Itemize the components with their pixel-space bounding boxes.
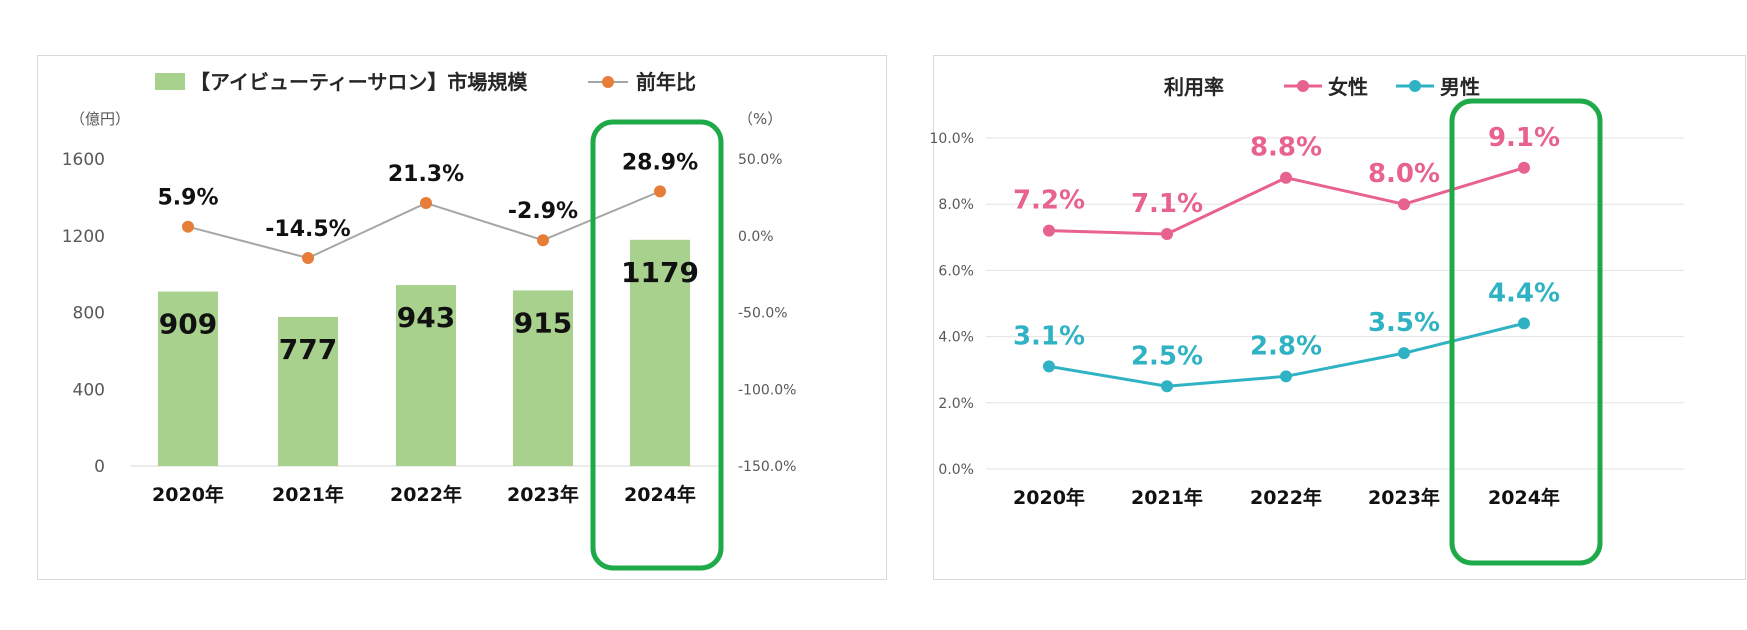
x-axis-tick: 2022年 — [390, 483, 462, 506]
series-marker — [1398, 347, 1410, 360]
series-marker — [1280, 171, 1292, 184]
series-value-label: 2.5% — [1131, 341, 1203, 371]
y-axis-tick: 10.0% — [930, 131, 974, 147]
right-axis-tick: -150.0% — [738, 459, 796, 475]
legend-marker-0 — [1297, 80, 1309, 92]
series-marker — [1161, 227, 1173, 240]
x-axis-tick: 2020年 — [1013, 486, 1085, 509]
series-marker — [1043, 224, 1055, 237]
left-axis-unit: （億円） — [70, 110, 130, 128]
series-value-label: 3.1% — [1013, 321, 1085, 351]
right-axis-tick: -100.0% — [738, 382, 796, 398]
yoy-value-label: 5.9% — [157, 186, 218, 211]
bar-value-label: 777 — [279, 333, 337, 366]
yoy-marker — [537, 234, 549, 247]
legend: 利用率 女性 男性 — [1164, 75, 1480, 99]
series-marker — [1518, 161, 1530, 174]
bar-2021年 — [278, 316, 338, 466]
yoy-value-label: 28.9% — [622, 150, 698, 175]
highlight-2024-frame — [590, 119, 724, 571]
bar-2024年 — [630, 239, 690, 466]
series-marker — [1280, 370, 1292, 383]
legend-marker-yoy — [602, 76, 614, 88]
legend-title: 利用率 — [1164, 75, 1224, 99]
right-axis-unit: （%） — [738, 110, 782, 128]
series-marker — [1398, 198, 1410, 211]
left-axis-tick: 400 — [73, 380, 105, 400]
x-axis-tick: 2023年 — [1368, 486, 1440, 509]
left-axis-tick: 800 — [73, 304, 105, 324]
series-marker — [1161, 380, 1173, 393]
bar-2020年 — [158, 291, 218, 466]
yoy-marker — [420, 197, 432, 210]
right-axis-tick: 0.0% — [738, 229, 774, 245]
series-marker — [1518, 317, 1530, 330]
right-axis-tick: -50.0% — [738, 306, 788, 322]
yoy-value-label: -14.5% — [265, 217, 350, 242]
y-axis-tick: 2.0% — [938, 396, 974, 412]
yoy-marker — [182, 220, 194, 233]
left-axis-tick: 0 — [94, 457, 105, 477]
bar-value-label: 1179 — [621, 256, 699, 289]
market-size-chart: 【アイビューティーサロン】市場規模 前年比 （億円） （%） 0 400 800 1200 16… — [62, 70, 796, 571]
yoy-value-label: 21.3% — [388, 162, 464, 187]
x-axis-tick: 2020年 — [152, 483, 224, 506]
legend-label-1: 男性 — [1440, 75, 1480, 99]
series-value-label: 7.2% — [1013, 186, 1085, 216]
series-value-label: 7.1% — [1131, 189, 1203, 219]
series-marker — [1043, 360, 1055, 373]
bar-value-label: 915 — [514, 306, 572, 339]
x-axis-tick: 2022年 — [1250, 486, 1322, 509]
legend-label-market-size: 【アイビューティーサロン】市場規模 — [190, 70, 528, 94]
series-value-label: 9.1% — [1488, 123, 1560, 153]
series-value-label: 4.4% — [1488, 278, 1560, 308]
left-axis-tick: 1200 — [62, 227, 105, 247]
x-axis-tick: 2021年 — [1131, 486, 1203, 509]
y-axis-tick: 4.0% — [938, 330, 974, 346]
bar-value-label: 909 — [159, 308, 217, 341]
bar-2023年 — [513, 290, 573, 466]
legend-label-yoy: 前年比 — [636, 70, 696, 94]
usage-rate-chart: 利用率 女性 男性 0.0% 2.0% 4.0% 6.0% 8.0% 10.0% 7.2% 7.1%… — [930, 75, 1684, 566]
series-value-label: 3.5% — [1368, 308, 1440, 338]
legend-label-0: 女性 — [1328, 75, 1368, 99]
usage-rate-chart-panel: 利用率 女性 男性 0.0% 2.0% 4.0% 6.0% 8.0% 10.0% 7.2% 7.1%… — [930, 55, 1746, 580]
right-axis-tick: 50.0% — [738, 152, 782, 168]
bar-value-label: 943 — [397, 301, 455, 334]
x-axis-tick: 2023年 — [507, 483, 579, 506]
legend-marker-1 — [1409, 80, 1421, 92]
series-value-label: 8.8% — [1250, 133, 1322, 163]
legend-swatch-market-size — [155, 73, 185, 90]
highlight-2024-frame — [1449, 98, 1603, 566]
market-size-chart-panel: 【アイビューティーサロン】市場規模 前年比 （億円） （%） 0 400 800 1200 16… — [37, 55, 887, 580]
series-value-label: 8.0% — [1368, 159, 1440, 189]
y-axis-tick: 8.0% — [938, 197, 974, 213]
y-axis-tick: 6.0% — [938, 263, 974, 279]
y-axis-tick: 0.0% — [938, 462, 974, 478]
bar-2022年 — [396, 285, 456, 466]
x-axis-tick: 2021年 — [272, 483, 344, 506]
yoy-value-label: -2.9% — [508, 199, 578, 224]
x-axis-tick: 2024年 — [624, 483, 696, 506]
x-axis-tick: 2024年 — [1488, 486, 1560, 509]
left-axis-tick: 1600 — [62, 150, 105, 170]
yoy-marker — [654, 185, 666, 198]
yoy-marker — [302, 252, 314, 265]
series-value-label: 2.8% — [1250, 331, 1322, 361]
legend: 【アイビューティーサロン】市場規模 前年比 — [155, 70, 696, 94]
